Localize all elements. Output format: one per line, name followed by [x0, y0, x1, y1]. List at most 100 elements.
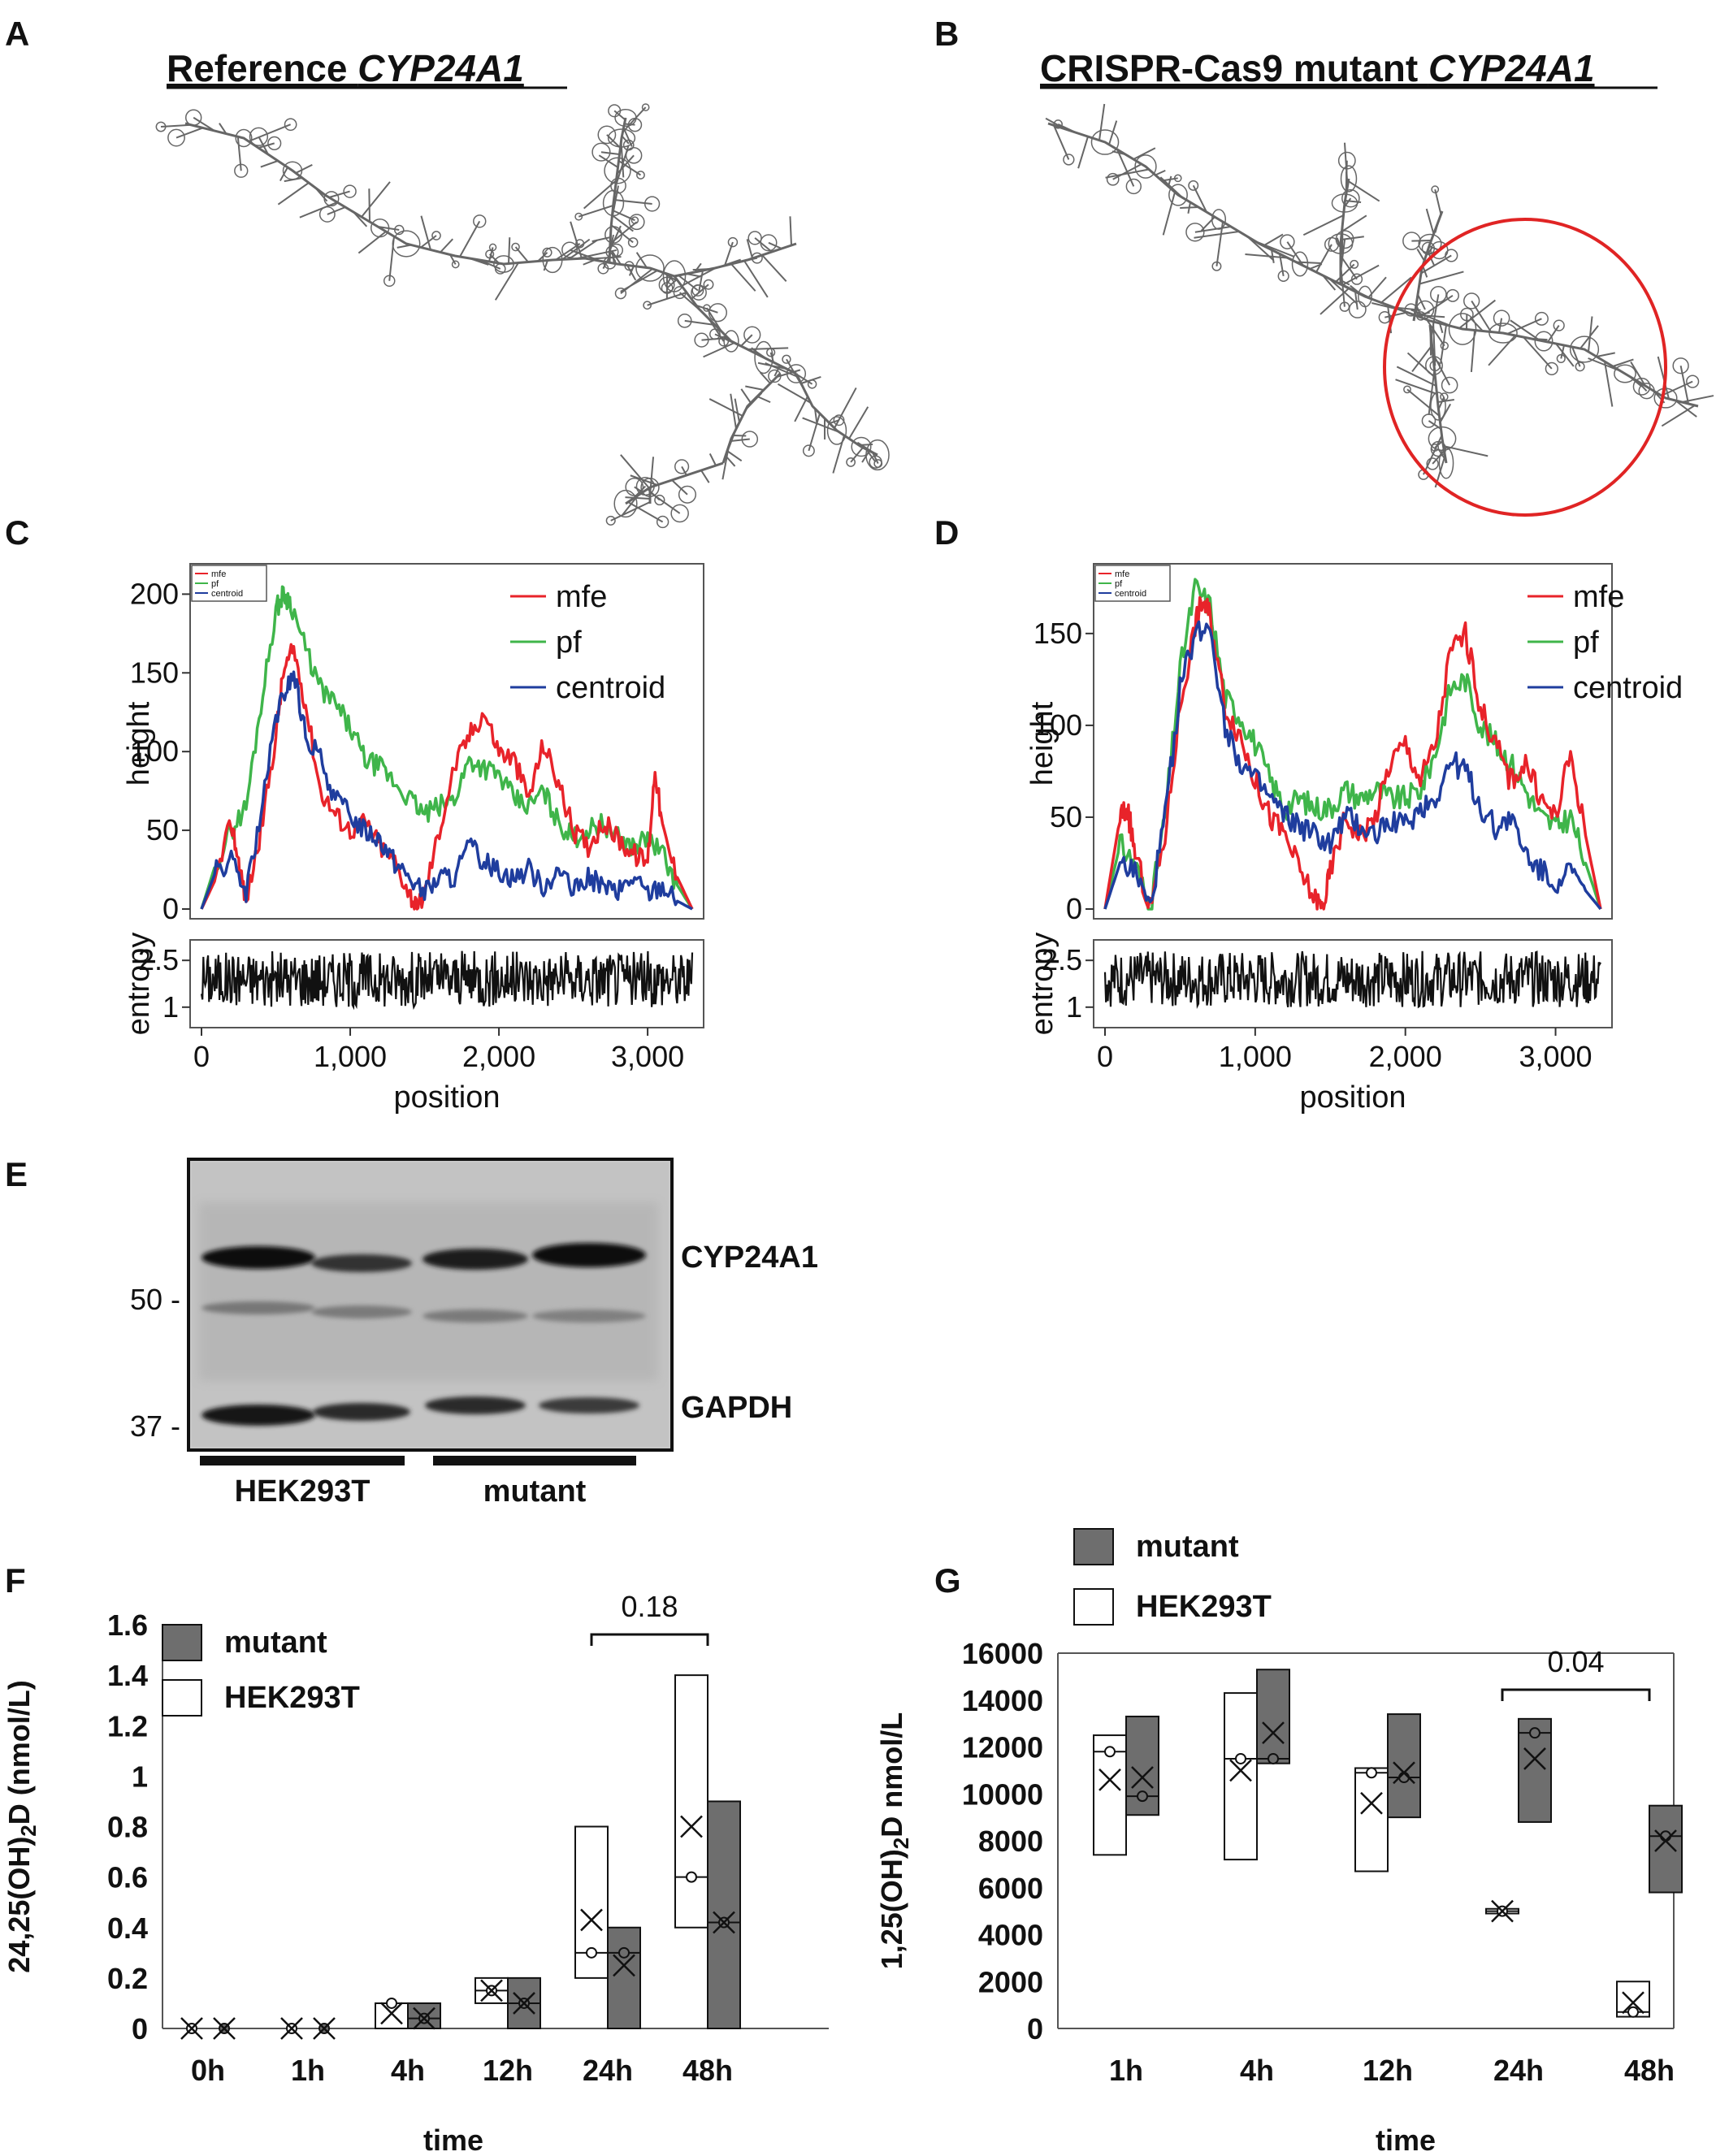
C-height-label: height [122, 701, 156, 786]
D-xtick-label: 1,000 [1219, 1040, 1292, 1073]
ref-tail-stem [649, 491, 681, 514]
mut-arm2-stem [1470, 330, 1476, 373]
D-entropy-line [1103, 950, 1601, 1009]
mut-arm1-stem [1315, 244, 1332, 273]
ref-branch-up-stem [598, 154, 619, 168]
ref-branch-up-junction [607, 128, 636, 148]
G-median-marker-mutant-4h [1268, 1752, 1279, 1764]
ref-arm3-stem [647, 292, 687, 306]
G-box-hek293t-12h [1354, 1767, 1389, 1872]
ref-arm1-junction [392, 230, 421, 258]
group-label-mutant: mutant [483, 1474, 587, 1509]
ref-arm3-stem [714, 333, 755, 353]
mut-arm3-stem [1439, 403, 1452, 423]
ref-arm2-stem [746, 239, 753, 259]
ref-arm3-loop [643, 301, 652, 310]
ref-arm2-stem [717, 258, 741, 268]
band-faint-lane2 [311, 1305, 412, 1318]
mut-arm3-stem [1396, 366, 1436, 387]
ref-arm3-stem [678, 292, 703, 313]
ref-arm1-stem [459, 220, 481, 258]
mut-arm3-loop [1429, 285, 1447, 303]
G-xlabel: time [1376, 2124, 1436, 2156]
ref-arm1-loop [267, 136, 282, 150]
mut-arm3-stem [1395, 379, 1437, 395]
ref-arm1-stem [236, 136, 242, 171]
mut-branch-up-loop [1341, 188, 1360, 208]
G-ytick-label: 0 [1027, 2012, 1043, 2046]
ref-branch-up-loop [627, 237, 639, 248]
C-small-legend-pf: pf [211, 579, 219, 589]
ref-arm4-stem [843, 435, 855, 443]
ref-arm4-stem [865, 448, 877, 463]
ref-branch-up-stem [621, 135, 630, 145]
mut-arm1-stem [1180, 206, 1199, 209]
F-ytick-label: 0.4 [107, 1911, 148, 1945]
mut-branch-up-stem [1341, 214, 1367, 232]
F-ytick-label: 1.4 [107, 1659, 148, 1692]
G-ylabel-main: 1,25(OH) [875, 1849, 908, 1969]
mut-arm2-stem [1571, 346, 1581, 367]
ref-arm2-stem [694, 262, 702, 273]
mut-arm4-loop [1415, 311, 1426, 321]
western-blot [187, 1158, 674, 1452]
F-ytick-label: 0 [132, 2012, 148, 2046]
ref-arm2-stem [761, 254, 787, 283]
ref-branch-up-loop [644, 196, 661, 212]
ref-arm5-stem [725, 455, 736, 467]
ref-arm1-loop [318, 206, 336, 223]
ref-arm1-loop [323, 191, 340, 207]
D-ytick-label: 100 [1034, 708, 1082, 742]
ref-arm1-stem [420, 215, 431, 250]
mut-arm1-stem [1133, 147, 1156, 160]
ref-tail-loop [605, 515, 616, 526]
ref-arm3-loop [766, 348, 776, 357]
ref-arm1-loop [284, 118, 297, 132]
panel-label-c: C [5, 513, 29, 552]
D-xtick-label: 3,000 [1519, 1040, 1592, 1073]
group-bar-mutant [433, 1456, 636, 1465]
ref-arm4-stem [777, 383, 812, 404]
F-xtick-label: 24h [583, 2054, 633, 2087]
mut-arm2-stem [1604, 361, 1614, 407]
C-ytick-label: 150 [130, 656, 179, 689]
mut-branch-up-stem [1345, 200, 1362, 203]
mut-arm2-stem [1458, 299, 1496, 329]
ref-arm3-loop [661, 282, 674, 294]
panel-label-e: E [5, 1155, 28, 1193]
mut-arm2-stem [1596, 352, 1615, 357]
F-mean-marker-mutant-48h [713, 1911, 735, 1934]
panel-label-b: B [934, 15, 959, 53]
F-ytick-label: 0.8 [107, 1811, 148, 1844]
ref-arm2-stem [698, 270, 704, 293]
group-label-hek293t: HEK293T [235, 1474, 370, 1509]
F-ytick-label: 1 [132, 1760, 148, 1793]
mut-arm1-loop [1125, 178, 1142, 195]
mut-arm2-stem [1471, 300, 1492, 333]
mut-arm1-stem [1263, 233, 1284, 247]
ref-branch-up-stem [613, 110, 626, 121]
ref-arm1-loop [624, 261, 635, 271]
mut-arm4-stem [1434, 188, 1442, 215]
G-mean-marker-mutant-1h [1131, 1766, 1154, 1789]
ref-arm1-loop [542, 247, 552, 258]
mut-arm4-loop [1430, 240, 1449, 260]
ref-arm1-junction [542, 246, 563, 274]
mut-arm2-stem [1560, 344, 1565, 359]
mut-arm1-stem [1216, 221, 1224, 266]
ref-arm1-stem [570, 221, 583, 259]
ref-branch-up-loop [592, 142, 611, 162]
mut-arm3-loop [1403, 385, 1411, 394]
D-small-legend-centroid: centroid [1115, 589, 1146, 599]
C-legend-centroid: centroid [556, 671, 665, 705]
ref-arm2-stem [768, 241, 782, 249]
F-mean-marker-mutant-12h [513, 1992, 535, 2015]
mut-branch-up-stem [1343, 142, 1349, 187]
ref-arm1-stem [561, 238, 591, 261]
C-entropy-frame [189, 939, 704, 1028]
ref-branch-up-loop [628, 214, 645, 231]
ref-branch-up-stem [609, 230, 612, 263]
panel-b-title: CRISPR-Cas9 mutant CYP24A1 [1040, 47, 1595, 89]
panel-b-title-gene: CYP24A1 [1428, 47, 1595, 89]
